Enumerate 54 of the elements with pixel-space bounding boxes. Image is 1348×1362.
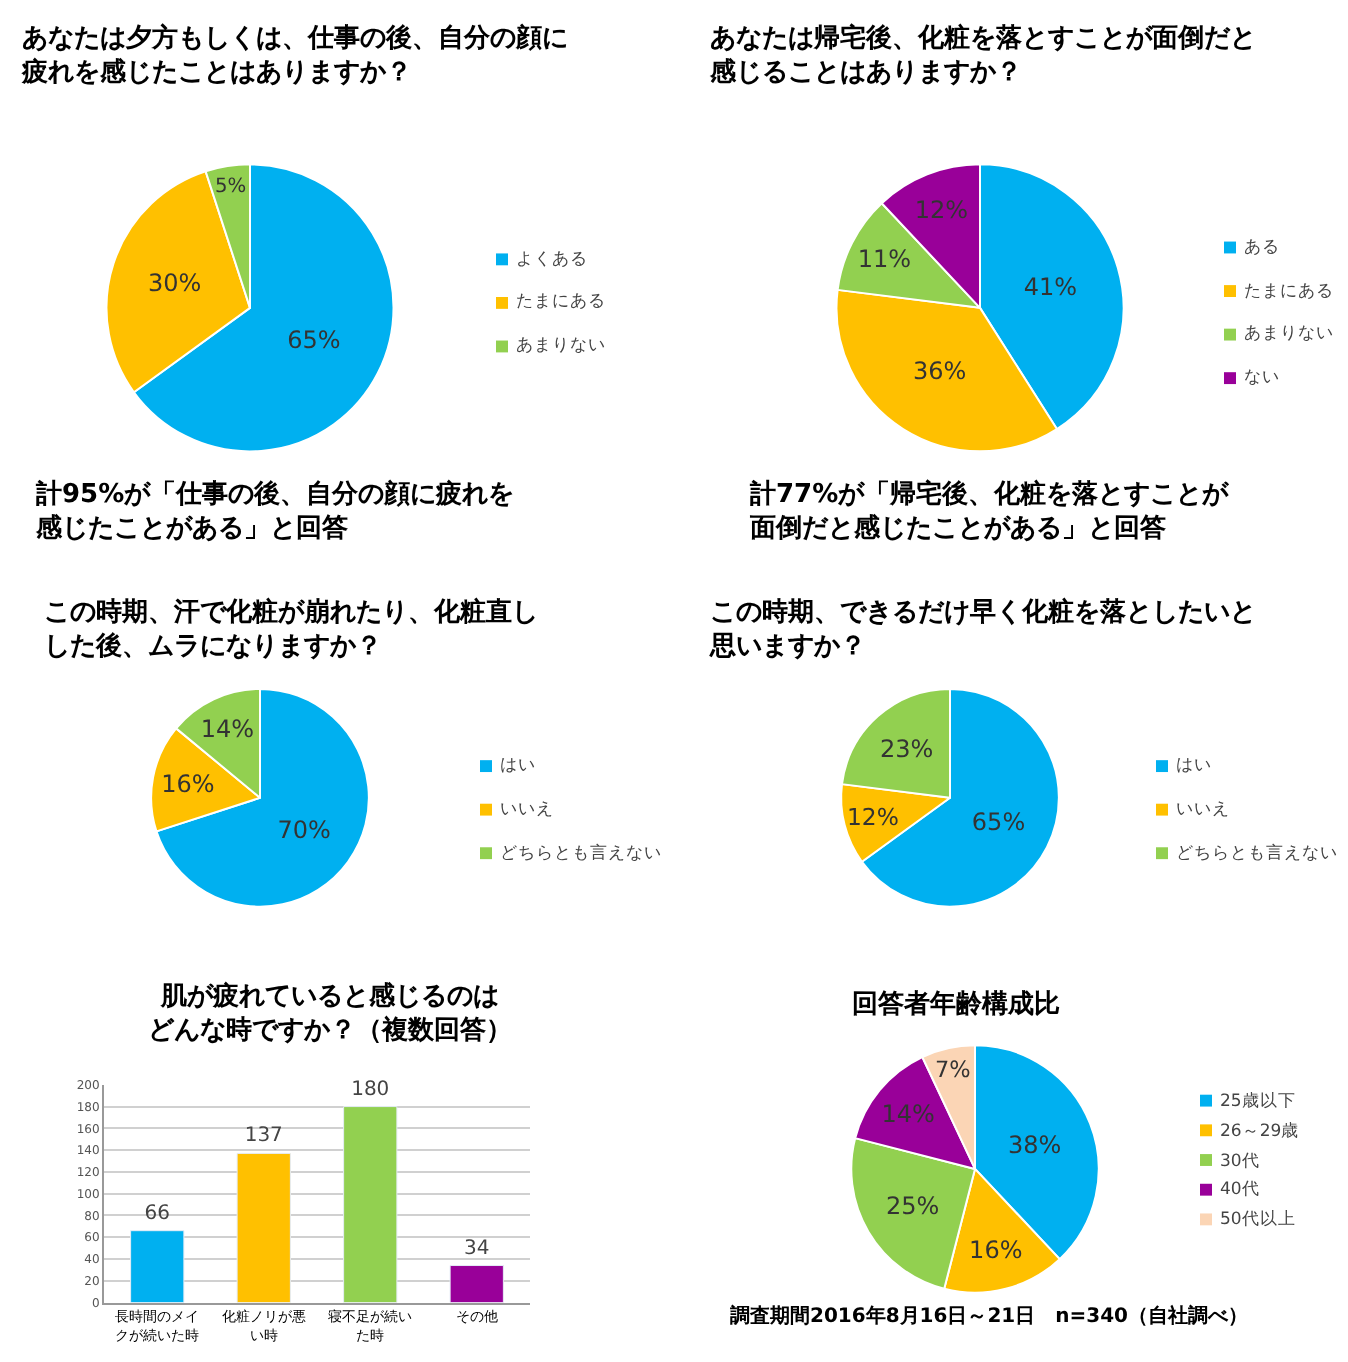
bar — [343, 1106, 398, 1303]
data-label: 41% — [1023, 273, 1077, 302]
chart-title: この時期、できるだけ早く化粧を落としたいと思いますか？ — [708, 596, 1256, 662]
text: 調査期間2016年8月16日～21日 n=340（自社調べ） — [728, 1304, 1248, 1328]
data-label: 65% — [971, 808, 1026, 837]
data-label: 16% — [161, 770, 215, 799]
legend-label: 50代以上 — [1220, 1208, 1296, 1230]
legend-label: ない — [1244, 368, 1280, 388]
chart-title: 肌が疲れていると感じるのはどんな時ですか？（複数回答） — [148, 980, 512, 1046]
data-label: 14% — [200, 714, 255, 743]
data-label: 16% — [969, 1235, 1023, 1264]
legend-label: よくある — [516, 250, 588, 270]
legend-label: ある — [1244, 238, 1280, 258]
bar — [236, 1152, 291, 1303]
data-label: 12% — [914, 196, 969, 225]
data-label: 23% — [879, 734, 934, 763]
legend-label: どちらとも言えない — [1176, 842, 1338, 864]
legend-label: いいえ — [500, 800, 554, 820]
data-label: 180 — [351, 1078, 390, 1101]
legend-label: いいえ — [1176, 800, 1230, 820]
legend-label: 26～29歳 — [1220, 1120, 1300, 1142]
bar — [449, 1265, 504, 1303]
data-label: 12% — [847, 803, 899, 832]
legend-label: あまりない — [1244, 324, 1334, 344]
legend-label: 40代 — [1220, 1178, 1260, 1200]
data-label: 34 — [464, 1237, 490, 1260]
legend-label: あまりない — [516, 336, 606, 356]
chart-title: この時期、汗で化粧が崩れたり、化粧直しした後、ムラになりますか？ — [44, 596, 538, 662]
data-label: 137 — [244, 1125, 283, 1148]
legend-label: たまにある — [1244, 282, 1334, 302]
legend-label: はい — [500, 756, 536, 776]
data-label: 70% — [277, 815, 331, 844]
bar — [130, 1230, 185, 1303]
data-label: 25% — [885, 1191, 940, 1220]
chart-title: あなたは帰宅後、化粧を落とすことが面倒だと感じることはありますか？ — [708, 22, 1256, 88]
data-label: 11% — [857, 245, 912, 274]
chart-title: 回答者年齢構成比 — [852, 990, 1060, 1020]
data-label: 30% — [147, 269, 202, 298]
data-label: 36% — [912, 357, 967, 386]
pie-slice — [155, 687, 370, 908]
data-label: 5% — [214, 175, 247, 198]
text: 計95%が「仕事の後、自分の顔に疲れを感じたことがある」と回答 — [34, 478, 515, 544]
legend-label: はい — [1176, 756, 1212, 776]
data-label: 38% — [1007, 1131, 1062, 1160]
data-label: 66 — [144, 1202, 170, 1225]
data-label: 14% — [881, 1099, 935, 1128]
text: 計77%が「帰宅後、化粧を落とすことが面倒だと感じたことがある」と回答 — [748, 478, 1231, 544]
data-label: 65% — [287, 326, 341, 355]
legend-label: 30代 — [1220, 1150, 1260, 1172]
legend-label: どちらとも言えない — [500, 842, 662, 864]
legend-label: たまにある — [516, 292, 606, 312]
chart-title: あなたは夕方もしくは、仕事の後、自分の顔に疲れを感じたことはありますか？ — [20, 22, 568, 88]
legend-label: 25歳以下 — [1220, 1090, 1296, 1112]
data-label: 7% — [935, 1057, 972, 1084]
